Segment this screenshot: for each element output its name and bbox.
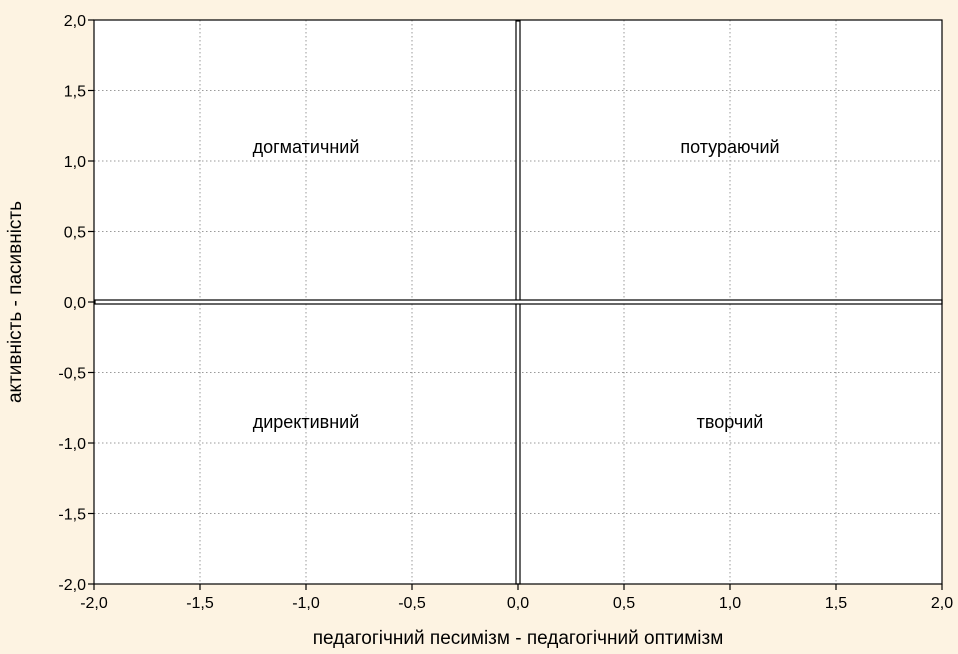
x-tick-label-neg2_0: -2,0 <box>80 595 108 612</box>
y-tick-label-neg1_5: -1,5 <box>58 507 86 524</box>
y-tick-label-1_5: 1,5 <box>64 84 86 101</box>
x-tick-label-neg1_5: -1,5 <box>186 595 214 612</box>
y-tick-label-0_5: 0,5 <box>64 225 86 242</box>
x-tick-label-neg1_0: -1,0 <box>292 595 320 612</box>
y-tick-label-0_0: 0,0 <box>64 295 86 312</box>
x-tick-label-1_0: 1,0 <box>719 595 741 612</box>
quadrant-label-directive: директивний <box>253 412 360 432</box>
quadrant-label-indulgent: потураючий <box>680 137 779 157</box>
x-tick-label-neg0_5: -0,5 <box>398 595 426 612</box>
x-axis-title: педагогічний песимізм - педагогічний опт… <box>313 628 724 649</box>
y-axis-ticks: -2,0 -1,5 -1,0 -0,5 0,0 0,5 1,0 1,5 2,0 <box>58 13 94 594</box>
x-tick-label-0_5: 0,5 <box>613 595 635 612</box>
x-tick-label-1_5: 1,5 <box>825 595 847 612</box>
x-tick-label-0_0: 0,0 <box>507 595 529 612</box>
quadrant-labels: догматичний потураючий директивний творчий <box>253 137 780 432</box>
y-tick-label-1_0: 1,0 <box>64 154 86 171</box>
y-tick-label-2_0: 2,0 <box>64 13 86 30</box>
y-tick-label-neg1_0: -1,0 <box>58 436 86 453</box>
quadrant-label-dogmatic: догматичний <box>253 137 360 157</box>
x-axis-ticks: -2,0 -1,5 -1,0 -0,5 0,0 0,5 1,0 1,5 2,0 <box>80 584 953 612</box>
horizontal-reference-line <box>94 299 943 305</box>
y-tick-label-neg2_0: -2,0 <box>58 577 86 594</box>
y-tick-label-neg0_5: -0,5 <box>58 366 86 383</box>
y-axis-title: активність - пасивність <box>5 201 26 403</box>
x-tick-label-2_0: 2,0 <box>931 595 953 612</box>
quadrant-label-creative: творчий <box>697 412 764 432</box>
